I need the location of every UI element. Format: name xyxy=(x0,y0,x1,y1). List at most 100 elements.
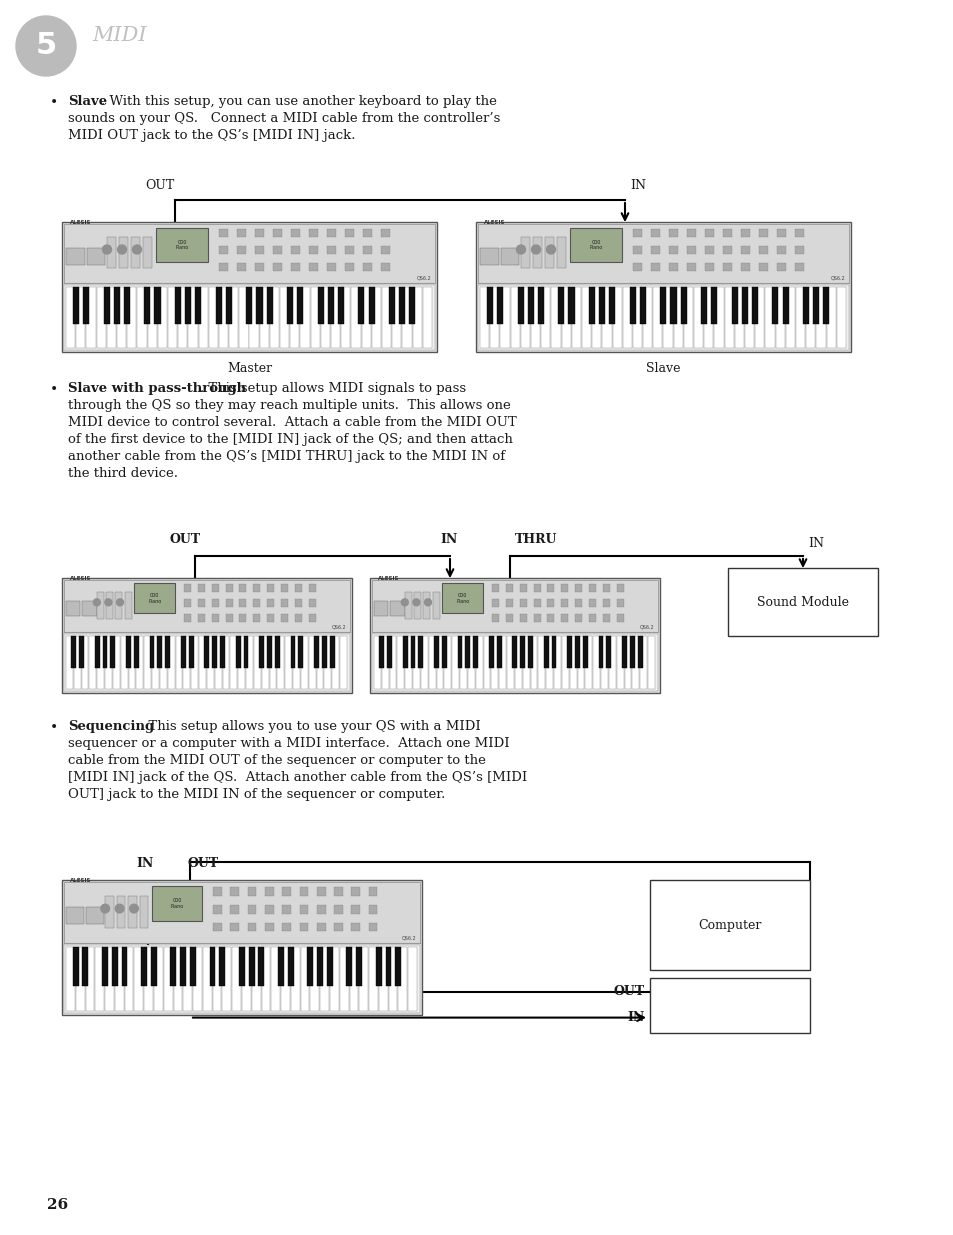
Bar xyxy=(409,287,415,324)
Text: QS6.2: QS6.2 xyxy=(829,275,844,280)
Bar xyxy=(106,592,112,619)
Bar xyxy=(355,947,362,986)
Bar xyxy=(606,636,611,668)
Bar xyxy=(777,228,785,237)
Bar xyxy=(816,287,824,348)
Bar xyxy=(111,636,115,668)
Bar xyxy=(188,287,197,348)
Bar xyxy=(226,287,232,324)
Bar xyxy=(533,584,540,592)
Bar xyxy=(144,947,152,1011)
Bar xyxy=(281,947,290,1011)
Bar xyxy=(107,287,116,348)
Bar xyxy=(152,636,159,689)
Bar xyxy=(239,614,246,621)
Circle shape xyxy=(117,245,127,254)
Bar xyxy=(165,636,170,668)
Bar xyxy=(395,947,401,986)
Bar xyxy=(582,636,587,668)
Bar xyxy=(744,287,754,348)
Bar xyxy=(492,584,498,592)
Bar xyxy=(168,287,177,348)
Bar xyxy=(114,947,124,1011)
Bar xyxy=(422,287,432,348)
Bar xyxy=(141,947,147,986)
Bar xyxy=(154,287,160,324)
Text: ALESIS: ALESIS xyxy=(377,576,399,580)
Bar xyxy=(86,947,94,1011)
Bar xyxy=(617,636,623,689)
Bar xyxy=(363,228,372,237)
Bar xyxy=(95,947,104,1011)
Bar xyxy=(300,287,310,348)
Bar xyxy=(282,887,291,895)
Bar xyxy=(197,599,205,606)
Bar xyxy=(330,636,335,668)
Bar xyxy=(492,614,498,621)
Bar xyxy=(119,237,128,268)
Bar xyxy=(309,599,315,606)
Bar xyxy=(231,636,237,689)
Text: 5: 5 xyxy=(35,32,56,61)
Bar xyxy=(358,287,364,324)
Circle shape xyxy=(93,599,100,606)
Bar xyxy=(505,584,512,592)
Bar xyxy=(633,228,641,237)
Circle shape xyxy=(132,245,141,254)
Text: sounds on your QS.   Connect a MIDI cable from the controller’s: sounds on your QS. Connect a MIDI cable … xyxy=(68,112,500,125)
Bar xyxy=(212,584,218,592)
Bar xyxy=(213,636,216,668)
Bar xyxy=(581,287,591,348)
Bar xyxy=(267,614,274,621)
Bar xyxy=(551,636,556,668)
Bar xyxy=(515,636,521,689)
Text: . This setup allows you to use your QS with a MIDI: . This setup allows you to use your QS w… xyxy=(140,720,480,734)
Bar xyxy=(153,947,163,1011)
Text: MIDI: MIDI xyxy=(91,26,147,44)
Bar xyxy=(520,287,530,348)
Bar xyxy=(301,636,308,689)
Bar xyxy=(134,583,175,613)
Text: OUT] jack to the MIDI IN of the sequencer or computer.: OUT] jack to the MIDI IN of the sequence… xyxy=(68,788,445,802)
Bar xyxy=(392,287,401,348)
Bar xyxy=(250,287,258,348)
Bar xyxy=(292,246,300,254)
Text: THRU: THRU xyxy=(515,534,557,546)
Bar xyxy=(385,947,391,986)
Bar xyxy=(622,287,631,348)
Bar xyxy=(520,237,530,268)
Text: OUT: OUT xyxy=(188,857,219,869)
Bar xyxy=(408,947,416,1011)
Bar xyxy=(578,636,584,689)
Bar xyxy=(772,287,778,324)
Bar xyxy=(822,287,828,324)
Bar xyxy=(294,614,302,621)
Bar xyxy=(94,636,99,668)
Bar xyxy=(297,287,303,324)
Bar xyxy=(687,228,696,237)
Bar xyxy=(218,287,228,348)
Text: QS6.2: QS6.2 xyxy=(416,275,431,280)
Bar xyxy=(133,636,138,668)
Bar xyxy=(612,287,621,348)
Bar xyxy=(282,923,291,931)
Bar xyxy=(294,599,302,606)
Bar xyxy=(113,287,120,324)
Bar xyxy=(134,947,143,1011)
Bar xyxy=(436,636,443,689)
Bar xyxy=(414,592,420,619)
Bar xyxy=(190,947,195,986)
Bar xyxy=(203,947,212,1011)
Bar xyxy=(546,636,553,689)
Bar xyxy=(340,636,347,689)
Bar xyxy=(298,636,303,668)
Bar xyxy=(647,636,655,689)
Bar xyxy=(330,947,338,1011)
Bar xyxy=(642,287,652,348)
Bar xyxy=(381,246,390,254)
Bar xyxy=(629,287,635,324)
Bar xyxy=(537,636,545,689)
Bar xyxy=(519,599,526,606)
Bar xyxy=(711,287,717,324)
Bar xyxy=(222,947,231,1011)
